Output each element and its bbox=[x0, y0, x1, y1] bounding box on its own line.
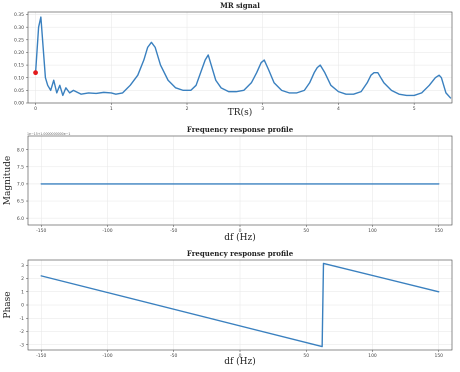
x-tick-label: -150 bbox=[36, 228, 46, 234]
plot-frame bbox=[27, 11, 453, 104]
x-tick-label: 4 bbox=[337, 106, 340, 112]
y-tick-label: 1 bbox=[21, 289, 24, 295]
series-line bbox=[34, 16, 452, 99]
x-axis-label: df (Hz) bbox=[224, 356, 256, 367]
panel-phase: -150 -100 -50 0 50 100 150 -3 -2 -1 0 1 2 3 Frequency … bbox=[3, 249, 453, 367]
y-tick-label: 0 bbox=[21, 303, 24, 309]
x-tick-label: 150 bbox=[434, 228, 443, 234]
y-tick-label: 8.0 bbox=[17, 147, 24, 153]
y-offset-text: 1e−15+1.0000000000e−1 bbox=[27, 132, 70, 136]
x-tick-label: 150 bbox=[434, 353, 443, 359]
x-axis-label: df (Hz) bbox=[224, 232, 256, 243]
chart-title: Frequency response profile bbox=[187, 249, 294, 258]
x-tick-label: 3 bbox=[261, 106, 264, 112]
x-tick-label: 50 bbox=[303, 228, 309, 234]
y-axis-label: Magnitude bbox=[3, 156, 13, 206]
y-tick-label: -2 bbox=[20, 329, 25, 335]
x-tick-label: 100 bbox=[368, 353, 377, 359]
x-tick-label: -150 bbox=[36, 353, 46, 359]
x-tick-label: -50 bbox=[170, 228, 177, 234]
panel-magnitude: -150 -100 -50 0 50 100 150 6.0 6.5 7.0 7.5 8.0 Frequ… bbox=[3, 125, 453, 243]
y-tick-label: 2 bbox=[21, 276, 24, 282]
x-tick-label: -100 bbox=[102, 228, 112, 234]
x-tick-label: 50 bbox=[303, 353, 309, 359]
y-tick-label: 3 bbox=[21, 263, 24, 269]
y-tick-label: 7.0 bbox=[17, 182, 24, 188]
series-line bbox=[40, 262, 440, 348]
y-tick-label: 0.05 bbox=[14, 88, 24, 94]
y-tick-label: 6.5 bbox=[17, 199, 24, 205]
y-tick-label: 0.00 bbox=[14, 101, 24, 107]
chart-title: Frequency response profile bbox=[187, 125, 294, 134]
x-tick-label: -100 bbox=[102, 353, 112, 359]
panel-mr-signal: 0 1 2 3 4 5 0.00 0.05 0.10 0.15 0.20 0.25 0.30 0.35 MR… bbox=[14, 1, 453, 118]
y-tick-label: -1 bbox=[20, 316, 25, 322]
start-marker-point bbox=[33, 70, 38, 76]
x-tick-label: 0 bbox=[34, 106, 37, 112]
x-tick-label: 0 bbox=[239, 353, 242, 359]
y-tick-label: 0.25 bbox=[14, 37, 24, 43]
x-tick-label: 5 bbox=[413, 106, 416, 112]
x-tick-label: 1 bbox=[110, 106, 113, 112]
y-tick-label: -3 bbox=[20, 342, 25, 348]
x-tick-label: 0 bbox=[239, 228, 242, 234]
x-tick-label: -50 bbox=[170, 353, 177, 359]
y-tick-label: 0.20 bbox=[14, 50, 24, 56]
chart-title: MR signal bbox=[220, 1, 260, 10]
y-tick-label: 0.35 bbox=[14, 12, 24, 18]
y-tick-label: 0.10 bbox=[14, 75, 24, 81]
x-axis-label: TR(s) bbox=[228, 107, 252, 118]
y-axis-label: Phase bbox=[3, 291, 13, 318]
y-tick-label: 0.15 bbox=[14, 63, 24, 69]
y-tick-label: 6.0 bbox=[17, 216, 24, 222]
x-tick-label: 100 bbox=[368, 228, 377, 234]
y-tick-label: 7.5 bbox=[17, 164, 24, 170]
x-tick-label: 2 bbox=[186, 106, 189, 112]
y-tick-label: 0.30 bbox=[14, 25, 24, 31]
